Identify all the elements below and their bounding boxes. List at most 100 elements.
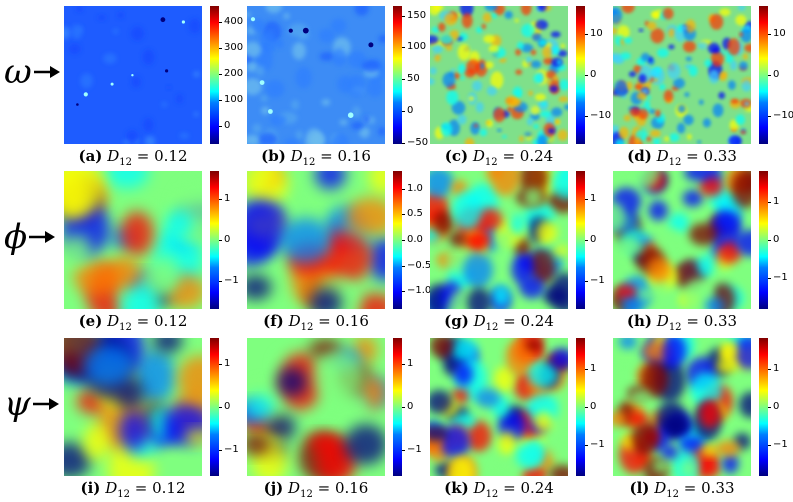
caption-equals: = xyxy=(503,312,516,330)
vortex-spot xyxy=(131,74,134,77)
field-blob xyxy=(265,80,285,98)
colorbar-tick-label: 1 xyxy=(224,357,231,369)
field-blob xyxy=(64,234,92,265)
field-blob xyxy=(520,43,534,53)
field-blob xyxy=(685,19,696,33)
caption-subscript: 12 xyxy=(485,489,499,500)
field-blob xyxy=(546,79,552,85)
colorbar-tick-label: −1 xyxy=(590,274,605,286)
field-blob xyxy=(704,297,725,309)
field-blob xyxy=(488,45,500,53)
caption-subscript: 12 xyxy=(668,322,682,333)
colorbar-tick-label: 100 xyxy=(407,41,427,53)
field-blob xyxy=(621,6,635,14)
field-blob xyxy=(679,459,697,476)
caption-symbol: D xyxy=(107,147,120,165)
caption-value: 0.33 xyxy=(703,312,738,330)
field-blob xyxy=(613,27,618,35)
field-blob xyxy=(131,76,141,88)
arrow-right-icon xyxy=(33,66,60,78)
field-blob xyxy=(446,90,459,105)
colorbar-tick-mark xyxy=(768,445,771,447)
field-blob xyxy=(430,389,453,415)
field-blob xyxy=(473,76,478,80)
field-blob xyxy=(613,411,628,427)
field-blob xyxy=(472,80,483,92)
field-blob xyxy=(64,26,71,40)
caption-value: 0.24 xyxy=(519,147,554,165)
field-blob xyxy=(470,121,480,135)
vortex-spot xyxy=(250,17,256,22)
field-blob xyxy=(473,124,478,128)
field-blob xyxy=(339,119,348,126)
field-blob xyxy=(528,90,533,96)
caption-value: 0.33 xyxy=(703,147,737,165)
colorbar-tick-label: −1 xyxy=(773,439,788,451)
field-image xyxy=(64,338,202,476)
field-blob xyxy=(457,12,462,17)
field-blob xyxy=(557,50,568,57)
field-blob xyxy=(613,202,627,231)
field-blob xyxy=(450,68,456,72)
panel-letter: (h) xyxy=(626,312,652,330)
colorbar-tick-label: 100 xyxy=(224,93,244,105)
field-blob xyxy=(505,95,519,107)
field-blob xyxy=(667,28,675,38)
field-blob xyxy=(465,420,492,452)
caption-subscript: 12 xyxy=(666,489,679,500)
field-image xyxy=(64,171,202,309)
field-blob xyxy=(346,197,385,237)
field-blob xyxy=(502,135,507,139)
row-symbol: ϕ xyxy=(4,217,28,257)
colorbar-tick-label: 0 xyxy=(407,104,414,116)
field-blob xyxy=(728,80,736,90)
caption-symbol: D xyxy=(290,147,303,165)
field-blob xyxy=(673,77,685,89)
field-blob xyxy=(264,414,297,441)
panel-caption: (d) D12 = 0.33 xyxy=(597,147,767,168)
field-blob xyxy=(649,109,656,114)
field-blob xyxy=(496,128,502,132)
field-blob xyxy=(247,434,270,455)
colorbar-tick-mark xyxy=(402,15,405,17)
colorbar xyxy=(576,171,585,309)
field-blob xyxy=(144,135,156,144)
field-blob xyxy=(552,75,559,81)
colorbar-tick-label: 200 xyxy=(224,67,244,79)
field-blob xyxy=(682,189,704,207)
colorbar-tick-mark xyxy=(585,445,588,447)
colorbar-tick-mark xyxy=(585,75,588,76)
field-blob xyxy=(745,24,750,30)
field-blob xyxy=(247,274,272,301)
field-blob xyxy=(715,440,741,457)
field-blob xyxy=(620,38,626,46)
field-blob xyxy=(430,77,435,85)
colorbar-tick-mark xyxy=(219,363,222,365)
field-blob xyxy=(247,171,289,206)
field-blob xyxy=(653,78,659,82)
field-blob xyxy=(431,26,441,33)
field-blob xyxy=(646,95,652,100)
field-blob xyxy=(628,71,637,78)
field-image xyxy=(613,171,751,309)
field-blob xyxy=(430,35,439,45)
colorbar-tick-mark xyxy=(219,47,222,49)
caption-equals: = xyxy=(686,312,699,330)
field-blob xyxy=(697,140,702,144)
field-blob xyxy=(82,344,135,386)
field-blob xyxy=(247,41,262,58)
field-image xyxy=(247,338,385,476)
caption-subscript: 12 xyxy=(300,322,314,333)
caption-symbol: D xyxy=(656,147,669,165)
panel-letter: (f) xyxy=(263,312,284,330)
colorbar-tick-label: 0 xyxy=(224,401,231,412)
field-blob xyxy=(647,21,657,31)
field-blob xyxy=(291,99,300,110)
colorbar xyxy=(210,338,219,476)
field-blob xyxy=(177,355,202,403)
vortex-spot xyxy=(76,103,79,106)
field-blob xyxy=(557,59,562,65)
field-blob xyxy=(73,260,121,296)
colorbar xyxy=(210,6,219,144)
caption-equals: = xyxy=(317,479,331,497)
